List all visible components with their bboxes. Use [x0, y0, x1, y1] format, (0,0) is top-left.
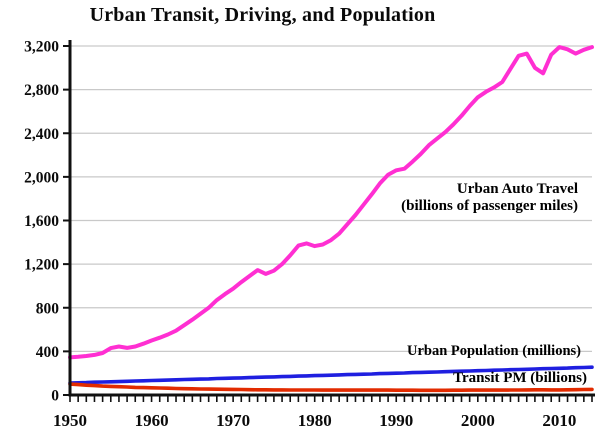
y-tick-label: 1,600 — [24, 213, 59, 230]
series-label-urban-auto-travel-line2: (billions of passenger miles) — [401, 197, 578, 214]
x-tick-label: 1950 — [53, 411, 87, 430]
chart-title: Urban Transit, Driving, and Population — [89, 4, 436, 26]
y-tick-label: 800 — [36, 300, 60, 317]
y-tick-label: 400 — [36, 344, 60, 361]
y-tick-label: 0 — [51, 388, 59, 405]
y-tick-label: 2,000 — [24, 169, 59, 186]
series-label-urban-auto-travel-line1: Urban Auto Travel — [456, 181, 578, 197]
series-label-urban-population: Urban Population (millions) — [406, 343, 581, 359]
series-label-urban-auto-travel: Urban Auto Travel (billions of passenger… — [401, 181, 578, 214]
y-tick-label: 3,200 — [24, 39, 59, 56]
x-tick-label: 1980 — [298, 411, 332, 430]
series-line-urban-auto-travel — [68, 45, 594, 360]
y-tick-label: 2,400 — [24, 126, 59, 143]
series-label-transit-pm: Transit PM (billions) — [453, 370, 587, 386]
x-tick-label: 1960 — [135, 411, 169, 430]
y-tick-label: 1,200 — [24, 257, 59, 274]
x-tick-label: 2010 — [542, 411, 576, 430]
y-tick-label: 2,800 — [24, 82, 59, 99]
series-line-urban-population — [68, 365, 594, 385]
series-line-transit-pm — [68, 382, 594, 393]
x-tick-label: 1970 — [216, 411, 250, 430]
x-tick-label: 1990 — [379, 411, 413, 430]
x-tick-label: 2000 — [461, 411, 495, 430]
